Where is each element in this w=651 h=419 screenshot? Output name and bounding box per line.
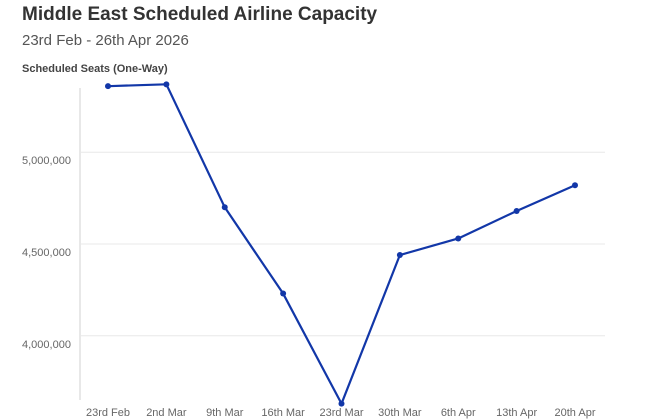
y-tick-label: 4,500,000 (22, 247, 71, 259)
series-group (105, 81, 578, 407)
data-point[interactable] (396, 252, 403, 259)
data-point[interactable] (105, 83, 111, 90)
y-axis-label: Scheduled Seats (One-Way) (22, 63, 168, 75)
chart-title: Middle East Scheduled Airline Capacity (22, 4, 378, 25)
y-axis-ticks: 4,000,000 4,500,000 5,000,000 (22, 155, 71, 351)
data-point[interactable] (572, 182, 578, 189)
x-tick-label: 16th Mar (261, 407, 305, 419)
y-tick-label: 5,000,000 (22, 155, 71, 167)
x-tick-label: 23rd Mar (319, 407, 363, 419)
x-axis-ticks: 23rd Feb 2nd Mar 9th Mar 16th Mar 23rd Mar 30… (86, 407, 596, 419)
y-tick-label: 4,000,000 (22, 339, 71, 351)
data-point[interactable] (163, 81, 170, 88)
data-point[interactable] (221, 204, 228, 211)
data-point[interactable] (280, 290, 287, 297)
data-point[interactable] (513, 207, 520, 214)
data-point[interactable] (455, 235, 462, 242)
x-tick-label: 20th Apr (555, 407, 596, 419)
x-tick-label: 13th Apr (496, 407, 537, 419)
gridlines (79, 88, 605, 400)
chart-subtitle: 23rd Feb - 26th Apr 2026 (22, 32, 189, 49)
x-tick-label: 30th Mar (378, 407, 422, 419)
x-tick-label: 9th Mar (206, 407, 244, 419)
x-tick-label: 23rd Feb (86, 407, 130, 419)
x-tick-label: 6th Apr (441, 407, 476, 419)
data-point[interactable] (338, 400, 345, 407)
x-tick-label: 2nd Mar (146, 407, 187, 419)
